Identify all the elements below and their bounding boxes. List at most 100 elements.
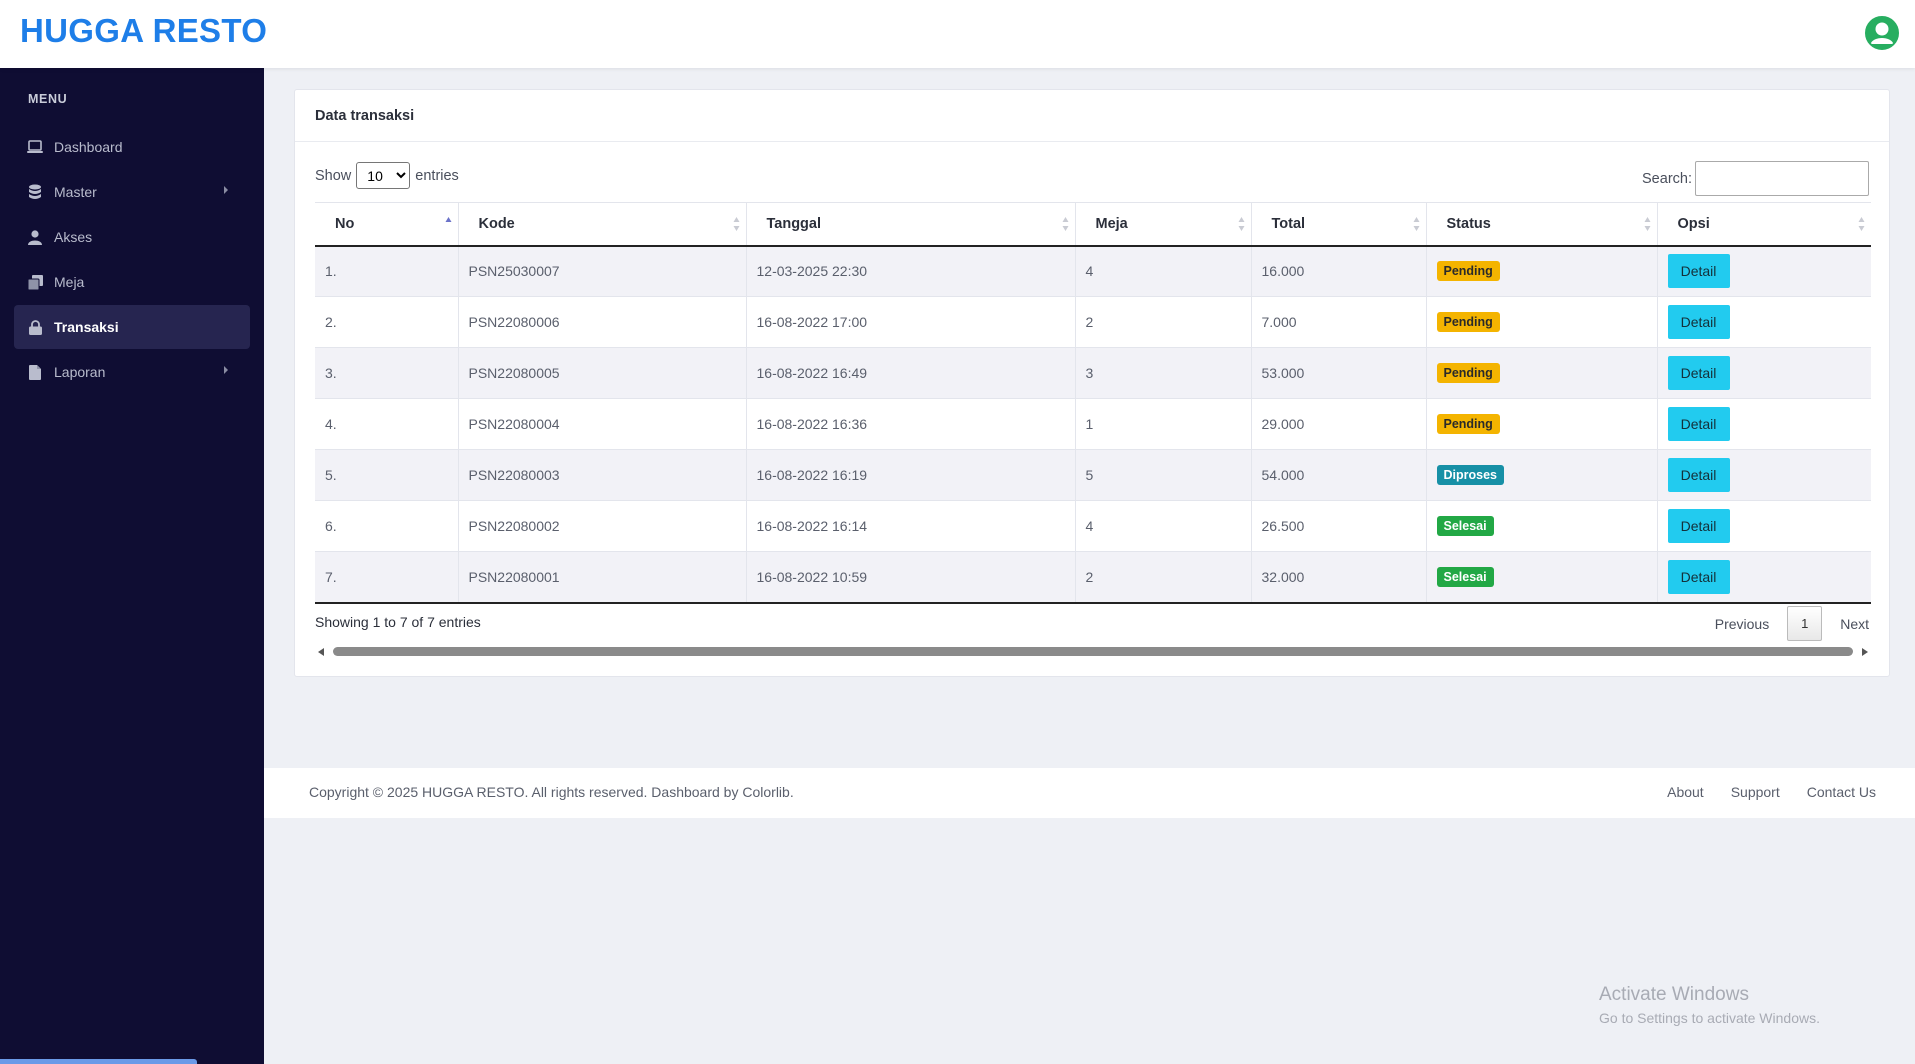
horizontal-scrollbar[interactable] bbox=[315, 645, 1871, 659]
cell-kode: PSN22080003 bbox=[457, 449, 746, 501]
cell-no: 3. bbox=[315, 347, 458, 399]
scrollbar-thumb[interactable] bbox=[333, 647, 1853, 656]
cell-no: 2. bbox=[315, 296, 458, 348]
detail-button[interactable]: Detail bbox=[1667, 509, 1730, 543]
table-row: 3. PSN22080005 16-08-2022 16:49 3 53.000… bbox=[315, 347, 1871, 399]
pagination: Previous 1 Next bbox=[1715, 606, 1869, 641]
footer: Copyright © 2025 HUGGA RESTO. All rights… bbox=[264, 768, 1915, 818]
cell-meja: 2 bbox=[1074, 551, 1251, 604]
brand-logo[interactable]: HUGGA RESTO bbox=[20, 12, 268, 49]
cell-tanggal: 12-03-2025 22:30 bbox=[745, 245, 1075, 297]
sidebar-item-label: Laporan bbox=[54, 364, 106, 380]
next-page-button[interactable]: Next bbox=[1840, 615, 1869, 632]
cell-tanggal: 16-08-2022 10:59 bbox=[745, 551, 1075, 604]
detail-button[interactable]: Detail bbox=[1667, 356, 1730, 390]
cell-status: Pending bbox=[1425, 398, 1657, 450]
card-title: Data transaksi bbox=[295, 90, 1889, 142]
table-row: 7. PSN22080001 16-08-2022 10:59 2 32.000… bbox=[315, 551, 1871, 604]
database-icon bbox=[27, 184, 43, 200]
sidebar-item-meja[interactable]: Meja bbox=[14, 260, 250, 304]
watermark-subtitle: Go to Settings to activate Windows. bbox=[1599, 1010, 1820, 1026]
sidebar-item-label: Transaksi bbox=[54, 319, 119, 335]
sidebar-item-dashboard[interactable]: Dashboard bbox=[14, 125, 250, 169]
sidebar-item-label: Akses bbox=[54, 229, 93, 245]
detail-button[interactable]: Detail bbox=[1667, 407, 1730, 441]
sort-icon bbox=[1238, 217, 1244, 231]
chevron-right-icon bbox=[224, 366, 228, 374]
table-search: Search: bbox=[1642, 161, 1869, 196]
cell-meja: 1 bbox=[1074, 398, 1251, 450]
cell-opsi: Detail bbox=[1656, 296, 1871, 348]
status-badge: Pending bbox=[1436, 312, 1500, 332]
footer-link-support[interactable]: Support bbox=[1730, 784, 1780, 800]
table-row: 6. PSN22080002 16-08-2022 16:14 4 26.500… bbox=[315, 500, 1871, 552]
table-info: Showing 1 to 7 of 7 entries bbox=[315, 614, 481, 630]
cell-status: Selesai bbox=[1425, 551, 1657, 604]
cell-tanggal: 16-08-2022 16:19 bbox=[745, 449, 1075, 501]
menu-label: MENU bbox=[28, 92, 68, 106]
sidebar-item-label: Meja bbox=[54, 274, 85, 290]
scroll-right-icon[interactable] bbox=[1862, 648, 1868, 656]
sidebar-item-transaksi[interactable]: Transaksi bbox=[14, 305, 250, 349]
sidebar-item-label: Master bbox=[54, 184, 97, 200]
column-header-no[interactable]: No bbox=[315, 202, 458, 247]
transactions-card: Data transaksi Show 10 entries Search: N… bbox=[294, 89, 1890, 677]
sidebar-item-laporan[interactable]: Laporan bbox=[14, 350, 250, 394]
detail-button[interactable]: Detail bbox=[1667, 254, 1730, 289]
sidebar-item-label: Dashboard bbox=[54, 139, 123, 155]
cell-no: 7. bbox=[315, 551, 458, 604]
detail-button[interactable]: Detail bbox=[1667, 458, 1730, 492]
cell-total: 7.000 bbox=[1250, 296, 1426, 348]
sort-icon bbox=[733, 217, 739, 231]
column-header-opsi[interactable]: Opsi bbox=[1656, 202, 1871, 247]
status-badge: Diproses bbox=[1436, 465, 1504, 485]
search-input[interactable] bbox=[1695, 161, 1869, 196]
cell-opsi: Detail bbox=[1656, 500, 1871, 552]
page-button-current[interactable]: 1 bbox=[1787, 606, 1823, 641]
sidebar-item-akses[interactable]: Akses bbox=[14, 215, 250, 259]
entries-length-control: Show 10 entries bbox=[315, 162, 459, 189]
cell-tanggal: 16-08-2022 17:00 bbox=[745, 296, 1075, 348]
footer-link-about[interactable]: About bbox=[1667, 784, 1704, 800]
cell-opsi: Detail bbox=[1656, 245, 1871, 297]
scroll-left-icon[interactable] bbox=[318, 648, 324, 656]
column-header-total[interactable]: Total bbox=[1250, 202, 1426, 247]
sidebar-item-master[interactable]: Master bbox=[14, 170, 250, 214]
cell-meja: 4 bbox=[1074, 500, 1251, 552]
cell-total: 54.000 bbox=[1250, 449, 1426, 501]
cell-no: 1. bbox=[315, 245, 458, 297]
cell-status: Pending bbox=[1425, 245, 1657, 297]
table-row: 4. PSN22080004 16-08-2022 16:36 1 29.000… bbox=[315, 398, 1871, 450]
cell-total: 29.000 bbox=[1250, 398, 1426, 450]
cell-kode: PSN22080005 bbox=[457, 347, 746, 399]
lock-icon bbox=[27, 319, 43, 335]
status-badge: Pending bbox=[1436, 363, 1500, 383]
column-header-meja[interactable]: Meja bbox=[1074, 202, 1251, 247]
column-header-status[interactable]: Status bbox=[1425, 202, 1657, 247]
detail-button[interactable]: Detail bbox=[1667, 559, 1730, 594]
user-avatar-icon[interactable] bbox=[1865, 16, 1899, 50]
laptop-icon bbox=[27, 139, 43, 155]
cell-status: Pending bbox=[1425, 347, 1657, 399]
file-icon bbox=[27, 364, 43, 380]
column-header-tanggal[interactable]: Tanggal bbox=[745, 202, 1075, 247]
previous-page-button[interactable]: Previous bbox=[1714, 615, 1770, 632]
cell-total: 32.000 bbox=[1250, 551, 1426, 604]
sort-icon bbox=[1644, 217, 1650, 231]
status-badge: Pending bbox=[1436, 261, 1500, 282]
cell-no: 5. bbox=[315, 449, 458, 501]
table-row: 5. PSN22080003 16-08-2022 16:19 5 54.000… bbox=[315, 449, 1871, 501]
top-bar: HUGGA RESTO bbox=[0, 0, 1915, 68]
search-label: Search: bbox=[1642, 170, 1692, 187]
cell-status: Pending bbox=[1425, 296, 1657, 348]
copyright-text: Copyright © 2025 HUGGA RESTO. All rights… bbox=[309, 784, 794, 800]
footer-link-contact[interactable]: Contact Us bbox=[1806, 784, 1876, 800]
table-row: 1. PSN25030007 12-03-2025 22:30 4 16.000… bbox=[315, 245, 1871, 297]
entries-per-page-select[interactable]: 10 bbox=[356, 162, 411, 189]
detail-button[interactable]: Detail bbox=[1667, 305, 1730, 339]
cell-kode: PSN22080004 bbox=[457, 398, 746, 450]
cell-tanggal: 16-08-2022 16:49 bbox=[745, 347, 1075, 399]
sidebar: MENU Dashboard Master Akses Meja Transak… bbox=[0, 68, 264, 1064]
column-header-kode[interactable]: Kode bbox=[457, 202, 746, 247]
table-row: 2. PSN22080006 16-08-2022 17:00 2 7.000 … bbox=[315, 296, 1871, 348]
